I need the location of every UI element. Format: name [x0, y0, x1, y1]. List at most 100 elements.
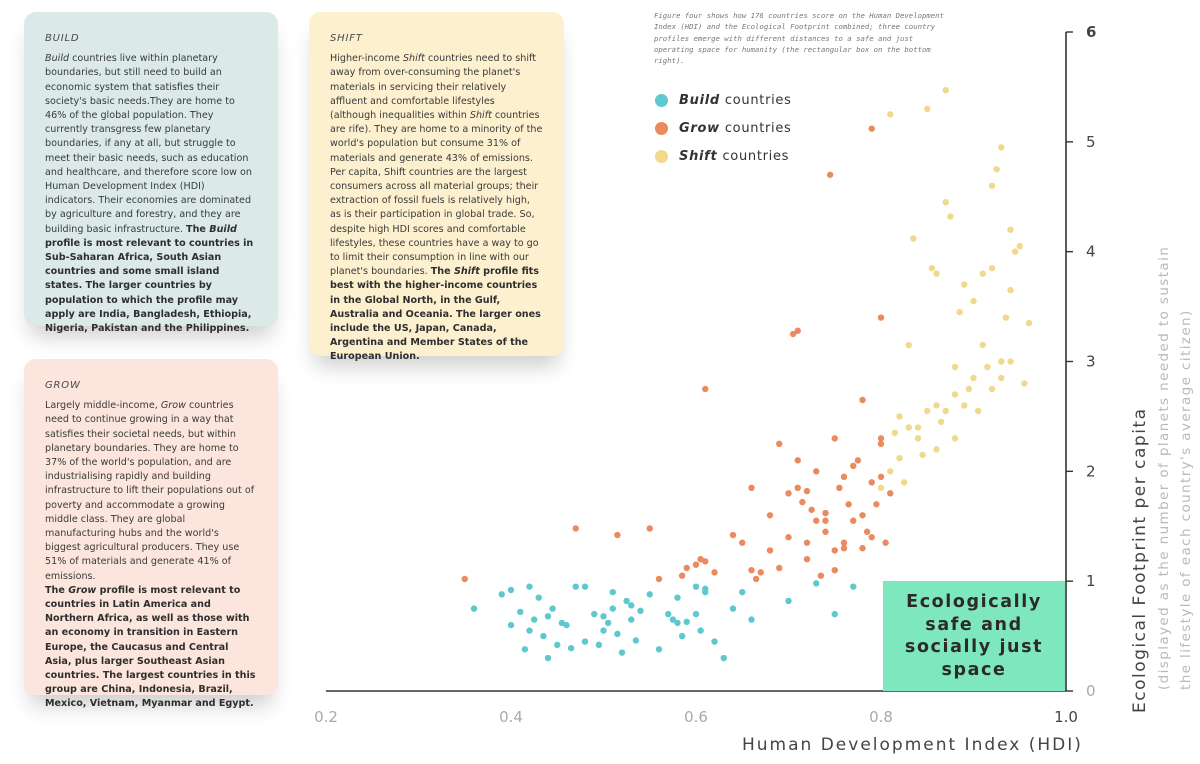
- data-point: [665, 610, 672, 618]
- data-point: [947, 213, 954, 220]
- data-point: [863, 528, 871, 535]
- data-point: [748, 484, 755, 492]
- y-tick-label: 2: [1086, 462, 1096, 480]
- data-point: [739, 539, 746, 546]
- build-card-text: Build countries live within planetary bo…: [45, 52, 257, 336]
- data-point: [1002, 314, 1010, 321]
- data-point: [900, 479, 908, 486]
- y-axis-sublabel-2: the lifestyle of each country's average …: [1178, 309, 1194, 690]
- data-point: [859, 545, 866, 552]
- x-axis-label: Human Development Index (HDI): [742, 735, 1083, 755]
- data-point: [1016, 242, 1023, 250]
- x-tick-label: 1.0: [1054, 708, 1078, 726]
- x-tick-label: 0.2: [314, 708, 338, 726]
- build-bold-text: The Build profile is most relevant to co…: [45, 223, 254, 335]
- data-point: [877, 435, 885, 442]
- data-point: [961, 281, 968, 288]
- data-point: [739, 588, 746, 596]
- data-point: [632, 637, 640, 644]
- data-point: [544, 613, 552, 620]
- data-point: [974, 407, 982, 415]
- data-point: [942, 199, 949, 206]
- data-point: [877, 473, 885, 481]
- data-point: [965, 385, 973, 393]
- data-point: [748, 566, 755, 574]
- data-point: [956, 308, 963, 316]
- build-card-title: BUILD: [45, 33, 80, 44]
- series-build: [470, 580, 857, 662]
- data-point: [979, 341, 986, 349]
- data-point: [752, 575, 760, 583]
- data-point: [887, 468, 894, 475]
- data-point: [817, 572, 825, 579]
- data-point: [702, 385, 709, 393]
- data-point: [655, 646, 663, 653]
- data-point: [766, 547, 774, 554]
- data-point: [785, 597, 792, 605]
- data-point: [803, 556, 811, 563]
- data-point: [803, 539, 811, 546]
- data-point: [748, 616, 755, 623]
- data-point: [887, 490, 894, 497]
- data-point: [683, 618, 690, 626]
- data-point: [840, 539, 848, 546]
- data-point: [507, 621, 515, 629]
- data-point: [766, 512, 774, 519]
- data-point: [868, 534, 875, 541]
- data-point: [924, 407, 931, 415]
- data-point: [554, 641, 561, 649]
- data-point: [711, 638, 718, 645]
- data-point: [572, 525, 579, 532]
- data-point: [646, 525, 653, 532]
- data-point: [813, 580, 820, 587]
- data-point: [919, 451, 926, 459]
- data-point: [1007, 358, 1014, 365]
- data-point: [1007, 286, 1014, 294]
- data-point: [970, 374, 977, 382]
- data-point: [845, 501, 852, 508]
- data-point: [521, 646, 529, 653]
- data-point: [854, 457, 862, 464]
- y-tick-label: 6: [1086, 23, 1096, 41]
- data-point: [678, 632, 686, 640]
- data-point: [877, 440, 885, 448]
- data-point: [646, 591, 653, 598]
- data-point: [868, 479, 875, 486]
- data-point: [526, 583, 533, 590]
- data-point: [794, 484, 801, 492]
- legend-name-grow: Grow: [679, 120, 720, 136]
- data-point: [563, 621, 570, 629]
- data-point: [789, 330, 797, 338]
- data-point: [840, 473, 848, 481]
- data-point: [905, 424, 912, 431]
- x-tick-label: 0.8: [869, 708, 893, 726]
- data-point: [461, 575, 468, 583]
- data-point: [623, 597, 630, 605]
- shift-profile-card: SHIFT Higher-income Shift countries need…: [309, 12, 564, 362]
- data-point: [655, 575, 663, 583]
- legend-suffix-shift: countries: [722, 148, 790, 164]
- build-profile-card: BUILD Build countries live within planet…: [24, 12, 278, 334]
- data-point: [628, 602, 635, 609]
- data-point: [984, 363, 991, 371]
- data-point: [609, 605, 616, 612]
- data-point: [614, 630, 621, 638]
- data-point: [924, 105, 931, 113]
- data-point: [628, 616, 635, 623]
- data-point: [683, 564, 690, 572]
- data-point: [979, 270, 986, 277]
- x-tick-label: 0.4: [499, 708, 523, 726]
- data-point: [998, 374, 1005, 382]
- data-point: [507, 586, 515, 594]
- data-point: [993, 166, 1000, 173]
- data-point: [887, 111, 894, 118]
- data-point: [572, 583, 579, 590]
- data-point: [882, 539, 889, 546]
- y-tick-label: 3: [1086, 353, 1096, 371]
- data-point: [785, 534, 792, 541]
- data-point: [840, 545, 848, 552]
- data-point: [618, 649, 626, 656]
- build-lead: Build: [45, 53, 70, 65]
- legend-item-build: Build countries: [655, 86, 792, 114]
- legend-dot-build: [655, 93, 668, 107]
